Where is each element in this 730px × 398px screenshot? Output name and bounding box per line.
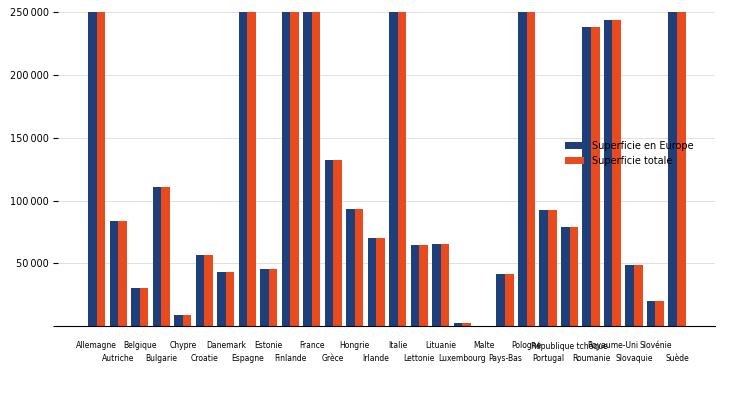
Bar xyxy=(312,0,320,326)
Text: France: France xyxy=(299,341,324,351)
Text: Luxembourg: Luxembourg xyxy=(438,354,486,363)
Bar xyxy=(518,0,526,326)
Bar xyxy=(453,323,462,326)
Bar xyxy=(376,238,385,326)
Bar xyxy=(389,0,398,326)
Text: Royaume-Uni: Royaume-Uni xyxy=(587,341,638,351)
Text: Pays-Bas: Pays-Bas xyxy=(488,354,522,363)
Text: Portugal: Portugal xyxy=(532,354,564,363)
Bar xyxy=(217,272,226,326)
Bar xyxy=(97,0,105,326)
Text: Grèce: Grèce xyxy=(322,354,345,363)
Text: Danemark: Danemark xyxy=(206,341,246,351)
Bar xyxy=(182,315,191,326)
Text: Italie: Italie xyxy=(388,341,407,351)
Text: Roumanie: Roumanie xyxy=(572,354,610,363)
Bar xyxy=(647,301,656,326)
Text: Bulgarie: Bulgarie xyxy=(145,354,177,363)
Bar xyxy=(669,0,677,326)
Bar xyxy=(325,160,333,326)
Bar xyxy=(346,209,355,326)
Text: Pologne: Pologne xyxy=(512,341,542,351)
Bar xyxy=(291,0,299,326)
Text: Malte: Malte xyxy=(473,341,494,351)
Bar xyxy=(355,209,364,326)
Text: Espagne: Espagne xyxy=(231,354,264,363)
Text: République tchèque: République tchèque xyxy=(531,341,608,351)
Bar xyxy=(153,187,161,326)
Bar xyxy=(282,0,291,326)
Text: Slovaquie: Slovaquie xyxy=(615,354,653,363)
Bar xyxy=(196,255,204,326)
Text: Belgique: Belgique xyxy=(123,341,156,351)
Text: Slovénie: Slovénie xyxy=(639,341,672,351)
Bar xyxy=(174,315,182,326)
Bar xyxy=(269,269,277,326)
Bar xyxy=(539,211,548,326)
Bar xyxy=(140,288,148,326)
Text: Finlande: Finlande xyxy=(274,354,307,363)
Bar xyxy=(419,245,428,326)
Bar xyxy=(226,272,234,326)
Bar xyxy=(548,211,557,326)
Bar xyxy=(398,0,406,326)
Bar xyxy=(239,0,247,326)
Bar xyxy=(88,0,97,326)
Bar xyxy=(561,227,569,326)
Bar xyxy=(496,274,505,326)
Text: Autriche: Autriche xyxy=(102,354,134,363)
Bar xyxy=(204,255,213,326)
Bar xyxy=(677,0,685,326)
Text: Croatie: Croatie xyxy=(191,354,218,363)
Bar xyxy=(368,238,376,326)
Bar xyxy=(410,245,419,326)
Bar xyxy=(583,27,591,326)
Bar xyxy=(569,227,578,326)
Bar xyxy=(432,244,441,326)
Text: Allemagne: Allemagne xyxy=(77,341,118,351)
Text: Chypre: Chypre xyxy=(169,341,196,351)
Bar xyxy=(161,187,170,326)
Bar xyxy=(260,269,269,326)
Bar xyxy=(110,221,118,326)
Text: Lettonie: Lettonie xyxy=(404,354,435,363)
Bar xyxy=(462,323,471,326)
Text: Estonie: Estonie xyxy=(255,341,283,351)
Text: Hongrie: Hongrie xyxy=(339,341,370,351)
Bar xyxy=(303,0,312,326)
Bar xyxy=(131,288,140,326)
Bar xyxy=(526,0,535,326)
Bar xyxy=(118,221,127,326)
Bar xyxy=(604,20,612,326)
Bar xyxy=(634,265,642,326)
Bar xyxy=(333,160,342,326)
Bar xyxy=(626,265,634,326)
Text: Lituanie: Lituanie xyxy=(425,341,456,351)
Text: Suède: Suède xyxy=(665,354,689,363)
Bar xyxy=(612,20,621,326)
Bar xyxy=(247,0,256,326)
Bar xyxy=(656,301,664,326)
Text: Irlande: Irlande xyxy=(363,354,390,363)
Bar xyxy=(505,274,514,326)
Legend: Superficie en Europe, Superficie totale: Superficie en Europe, Superficie totale xyxy=(561,137,697,170)
Bar xyxy=(441,244,449,326)
Bar xyxy=(591,27,599,326)
